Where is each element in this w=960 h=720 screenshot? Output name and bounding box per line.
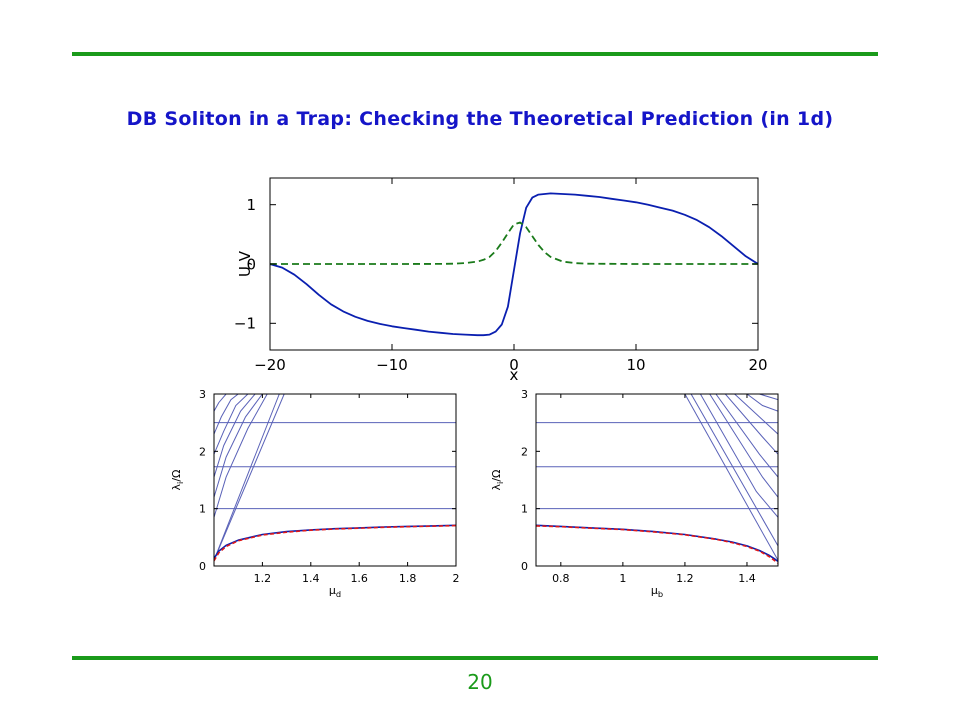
chart0-ylabel: U,V bbox=[236, 250, 254, 277]
chart2-series-1 bbox=[536, 525, 778, 564]
chart2-ytick-label: 2 bbox=[521, 445, 528, 458]
chart2-xtick-label: 1 bbox=[619, 572, 626, 585]
chart0-xlabel: x bbox=[510, 366, 519, 384]
chart2-mode-line-3 bbox=[709, 394, 778, 498]
chart2-ytick-label: 3 bbox=[521, 388, 528, 401]
chart1-series-0 bbox=[214, 524, 456, 559]
chart2-mode-line-7 bbox=[746, 394, 778, 412]
chart0-xtick-label: −10 bbox=[376, 356, 408, 374]
chart2-xtick-label: 1.2 bbox=[676, 572, 694, 585]
chart1-ytick-label: 2 bbox=[199, 445, 206, 458]
chart1-xtick-label: 1.4 bbox=[302, 572, 320, 585]
chart0-xtick-label: 0 bbox=[509, 356, 519, 374]
chart0-xtick-label: 10 bbox=[626, 356, 645, 374]
chart2-ytick-label: 1 bbox=[521, 503, 528, 516]
chart2-ytick-label: 0 bbox=[521, 560, 528, 573]
bottom-rule bbox=[72, 656, 878, 660]
chart1-mode-line-0 bbox=[214, 394, 280, 561]
chart1-ytick-label: 1 bbox=[199, 503, 206, 516]
chart1-mode-line-5 bbox=[214, 394, 249, 455]
chart2-xtick-label: 1.4 bbox=[738, 572, 756, 585]
chart1-axes-box bbox=[213, 393, 457, 567]
chart1-mode-line-4 bbox=[214, 394, 256, 478]
chart2-axes-box bbox=[535, 393, 779, 567]
chart1-xlabel: μd bbox=[329, 584, 341, 599]
chart2-mode-line-6 bbox=[734, 394, 778, 435]
chart2-xtick-label: 0.8 bbox=[552, 572, 570, 585]
top-rule bbox=[72, 52, 878, 56]
chart0-xtick-label: 20 bbox=[748, 356, 767, 374]
chart1-series-1 bbox=[214, 524, 456, 562]
chart2-mode-line-4 bbox=[715, 394, 778, 478]
chart1-mode-line-7 bbox=[214, 394, 227, 412]
chart1-mode-line-6 bbox=[214, 394, 239, 435]
chart1-xtick-label: 1.6 bbox=[350, 572, 368, 585]
slide-title: DB Soliton in a Trap: Checking the Theor… bbox=[126, 108, 834, 130]
chart1-ytick-label: 3 bbox=[199, 388, 206, 401]
chart2-ylabel: λi/Ω bbox=[490, 470, 505, 491]
page-number: 20 bbox=[467, 670, 493, 694]
chart1-mode-line-3 bbox=[214, 394, 263, 498]
chart2-series-0 bbox=[536, 524, 778, 563]
chart2-mode-line-5 bbox=[724, 394, 778, 455]
chart0-series-1 bbox=[270, 221, 758, 265]
chart0-ytick-label: 0 bbox=[246, 255, 256, 273]
chart1-xtick-label: 1.8 bbox=[399, 572, 417, 585]
chart2-mode-line-0 bbox=[684, 394, 778, 561]
chart0-axes-box bbox=[269, 177, 759, 351]
chart0-xtick-label: −20 bbox=[254, 356, 286, 374]
chart2-mode-line-8 bbox=[759, 394, 778, 401]
chart1-xtick-label: 2 bbox=[453, 572, 460, 585]
chart0-series-0 bbox=[270, 192, 758, 337]
chart1-ylabel: λi/Ω bbox=[170, 470, 185, 491]
chart1-xtick-label: 1.2 bbox=[254, 572, 272, 585]
chart0-ytick-label: −1 bbox=[234, 315, 256, 333]
chart2-xlabel: μb bbox=[651, 584, 663, 599]
chart0-ytick-label: 1 bbox=[246, 196, 256, 214]
chart2-mode-line-1 bbox=[690, 394, 778, 547]
chart1-ytick-label: 0 bbox=[199, 560, 206, 573]
chart2-mode-line-2 bbox=[699, 394, 778, 518]
chart1-mode-line-2 bbox=[214, 394, 268, 518]
chart1-mode-line-1 bbox=[214, 394, 285, 561]
